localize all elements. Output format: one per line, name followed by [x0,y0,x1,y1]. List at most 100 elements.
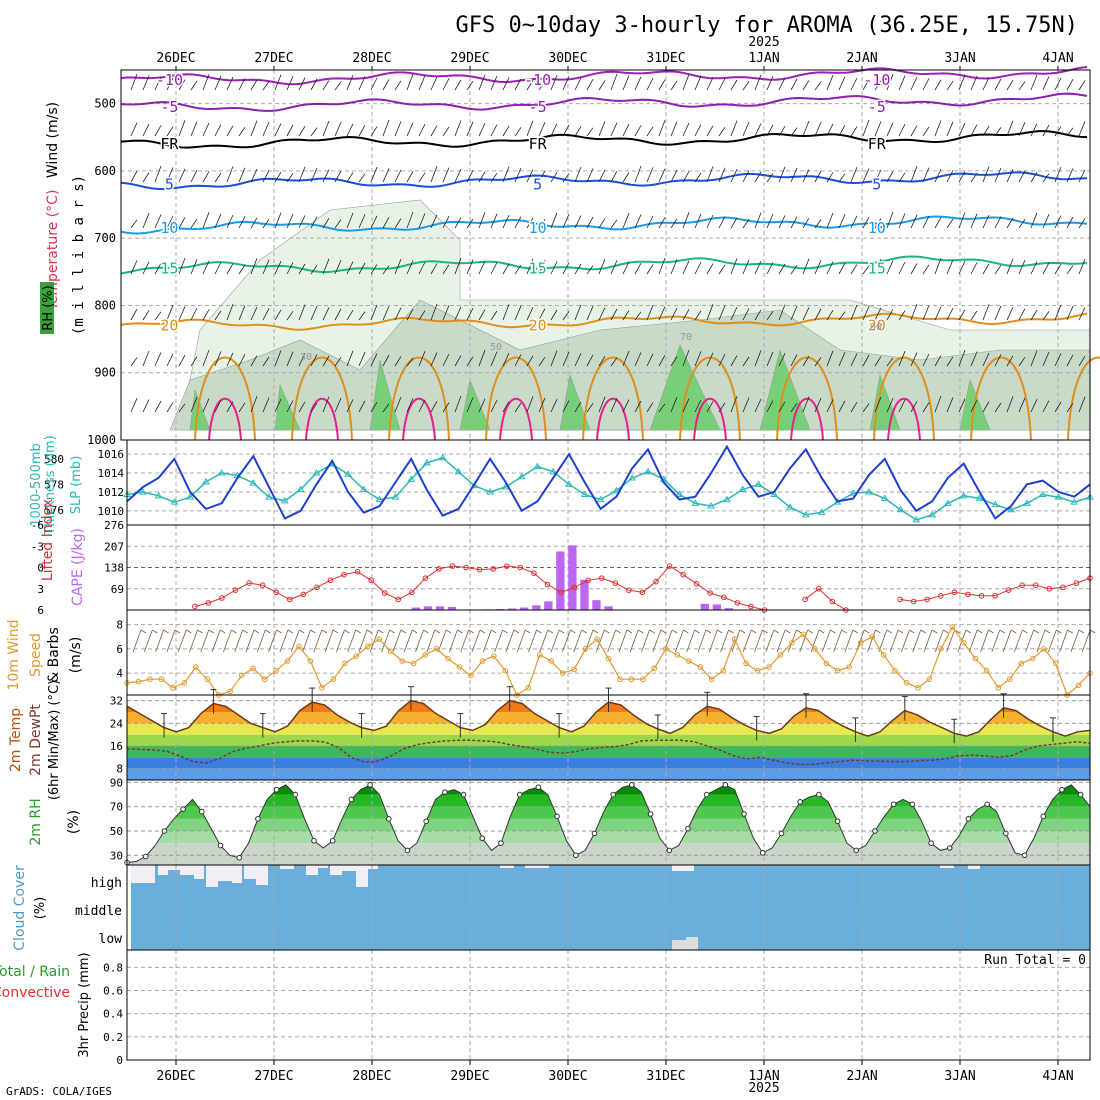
wind-barb [814,357,822,367]
wind-barb [454,168,462,183]
rh-point [142,853,149,860]
cloud-clear-patch [318,865,328,868]
wind-barb [562,76,570,91]
wind10-speed-point [789,639,795,646]
wind-barb [358,400,366,413]
wind-barb [826,350,834,367]
wind-barb [802,120,810,137]
wind-barb [826,75,834,91]
wind-barb [658,217,666,229]
isotherm--10 [120,66,1088,86]
wind10-barb-flag [920,629,926,634]
wind10-speed-point [559,670,566,676]
wind-barb [730,306,738,321]
wind-barb [646,402,654,413]
wind-barb [718,216,726,229]
wind-barb [754,74,762,91]
wind10-barb [426,629,436,653]
temp-band [127,746,1090,758]
wind-barb [718,264,726,275]
thickness-point [644,467,652,475]
wind10-speed-point [857,639,864,646]
wind-barb [694,310,702,321]
wind10-speed-point [685,658,692,664]
bottom-year-label: 2025 [748,1081,779,1096]
wind-barb [190,397,198,413]
wind-barb [322,396,330,413]
rh-ylabel-units: (%) [66,810,82,834]
wind-barb [994,305,1002,321]
cloud-clear-patch [194,865,204,879]
wind-barb [1066,127,1074,137]
wind-barb [934,120,942,137]
wind-barb [802,307,810,321]
wind10-barb-flag [502,629,508,634]
isotherm-label: 10 [868,219,886,237]
wind-barb [670,80,678,91]
wind10-barb-flag [558,629,565,634]
wind-barb [898,399,906,413]
wind10-barb [279,629,289,653]
wind-barb [958,74,966,91]
wind10-barb [358,629,368,653]
temp-band [127,712,1090,724]
wind-barb [382,403,390,413]
wind-barb [946,356,954,367]
precip-tick-label: 0.8 [103,961,123,974]
bottom-date-label: 30DEC [548,1069,587,1084]
wind-barb [358,214,366,229]
lifted-index-point [219,595,225,601]
wind-barb [310,78,318,91]
wind-barb [154,400,162,413]
wind-barb [1030,350,1038,367]
wind-barb [802,217,810,229]
pressure-tick-label: 600 [94,164,116,178]
pressure-tick-label: 500 [94,97,116,111]
wind-barb [418,310,426,321]
wind10-barb-flag [762,629,768,634]
wind-barb [586,216,594,229]
wind-barb [142,310,150,321]
wind-barb [166,167,174,183]
wind10-barb-flag [185,629,192,634]
wind10-barb [980,629,989,653]
wind-barb [418,213,426,229]
wind-barb [226,214,234,229]
wind10-speed-point [1075,682,1082,689]
wind10-barb [1070,629,1080,653]
wind10-speed-point [364,643,371,650]
wind-barb [718,126,726,137]
wind-barb [598,396,606,413]
upper-ylabel-temp: Temperature (°C) [45,190,61,312]
thickness-point [1054,493,1063,500]
wind10-barb-flag [1056,629,1062,634]
wind10-barb-flag [253,629,260,634]
bl-isotherm-20 [679,356,741,441]
wind-barb [1030,171,1038,183]
thickness-point [1022,499,1031,506]
wind-barb [886,309,894,321]
wind-barb [1078,396,1086,413]
cloud-level-low: low [99,932,123,947]
top-date-label: 27DEC [254,51,293,66]
wind10-barb [663,629,673,653]
wind10-barb-flag [931,629,938,634]
wind-barb [202,171,210,183]
thickness-point [202,477,210,485]
wind-barb [526,396,534,413]
wind10-barb [776,629,786,653]
wind-barb [670,307,678,321]
wind-barb [490,213,498,229]
wind-barb [214,75,222,91]
wind-barb [874,259,882,275]
wind-barb [634,400,642,413]
wind10-barb-flag [1089,629,1096,634]
wind10-barb-flag [852,629,859,634]
wind-barb [778,353,786,367]
thickness-point [959,491,968,499]
wind-barb [298,77,306,91]
precip-tick-label: 0.4 [103,1008,123,1021]
wind-barb [562,262,570,275]
wind-barb [694,399,702,413]
wind-barb [1042,311,1050,321]
